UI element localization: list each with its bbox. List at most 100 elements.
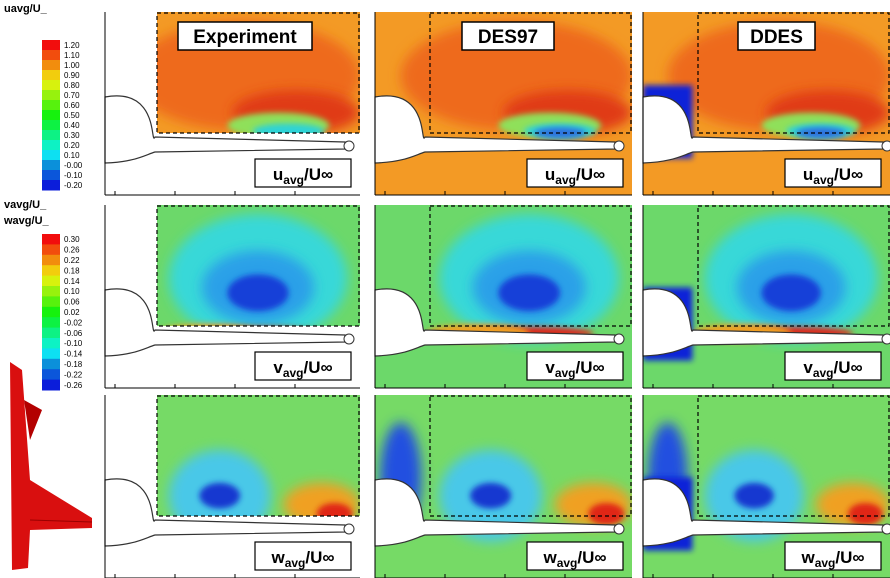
colorbar-tick-label: 0.26	[64, 246, 80, 255]
sting-tip	[614, 524, 624, 534]
label-suffix: /U∞	[304, 358, 333, 377]
colorbar-tick-label: 0.10	[64, 287, 80, 296]
colorbar-tick-label: 0.02	[64, 308, 80, 317]
colorbar-tick-label: 0.18	[64, 266, 80, 275]
colorbar-tick-label: 0.06	[64, 298, 80, 307]
label-subscript: avg	[557, 556, 578, 570]
colorbar-swatch	[42, 369, 60, 380]
label-suffix: /U∞	[576, 165, 605, 184]
colorbar-swatch	[42, 286, 60, 297]
colorbar-tick-label: -0.18	[64, 360, 83, 369]
colorbar-swatch	[42, 160, 60, 171]
label-symbol: u	[545, 165, 555, 184]
sting-tip	[344, 141, 354, 151]
column-title: Experiment	[193, 27, 297, 48]
colorbar-swatch	[42, 307, 60, 318]
colorbar-tick-label: -0.22	[64, 370, 83, 379]
colorbar-swatch	[42, 255, 60, 266]
colorbar-tick-label: 0.40	[64, 121, 80, 130]
colorbar-tick-label: -0.10	[64, 339, 83, 348]
colorbar-swatch	[42, 380, 60, 391]
contour-panel: wavg/U∞	[375, 395, 632, 578]
label-suffix: /U∞	[304, 165, 333, 184]
contour-blob	[762, 275, 821, 312]
label-subscript: avg	[555, 366, 576, 380]
colorbar-tick-label: 1.10	[64, 51, 80, 60]
variable-label: uavg/U∞	[273, 165, 333, 187]
label-subscript: avg	[283, 173, 304, 187]
colorbar-tick-label: 0.10	[64, 151, 80, 160]
colorbar-tick-label: -0.20	[64, 181, 83, 190]
colorbar-swatch	[42, 234, 60, 245]
colorbar-tick-label: -0.14	[64, 350, 83, 359]
colorbar-title: wavg/U_	[3, 215, 50, 227]
label-subscript: avg	[813, 173, 834, 187]
colorbar-swatch	[42, 244, 60, 255]
contour-blob	[470, 483, 511, 509]
colorbar-tick-label: 0.30	[64, 235, 80, 244]
contour-blob	[253, 124, 324, 139]
colorbar-tick-label: -0.00	[64, 161, 83, 170]
colorbar-swatch	[42, 276, 60, 287]
label-symbol: w	[270, 548, 285, 567]
contour-panel: vavg/U∞	[643, 205, 890, 388]
label-subscript: avg	[813, 366, 834, 380]
sting-tip	[344, 334, 354, 344]
colorbar-swatch	[42, 50, 60, 61]
sting-tip	[344, 524, 354, 534]
colorbar-swatch	[42, 60, 60, 71]
colorbar-swatch	[42, 265, 60, 276]
contour-blob	[734, 483, 774, 509]
colorbar-tick-label: -0.10	[64, 171, 83, 180]
colorbar-swatch	[42, 80, 60, 91]
contour-panel: wavg/U∞	[105, 395, 360, 578]
contour-panel: vavg/U∞	[375, 205, 632, 388]
colorbar-swatch	[42, 180, 60, 191]
aircraft-model	[10, 362, 92, 570]
colorbar-swatch	[42, 90, 60, 101]
contour-blob	[848, 503, 883, 525]
variable-label: vavg/U∞	[803, 358, 862, 380]
label-suffix: /U∞	[835, 548, 864, 567]
contour-field	[157, 395, 360, 541]
column-title: DES97	[478, 27, 538, 48]
colorbar-tick-label: 0.50	[64, 111, 80, 120]
variable-label: uavg/U∞	[803, 165, 863, 187]
colorbar-tick-label: 1.00	[64, 61, 80, 70]
colorbar-swatch	[42, 359, 60, 370]
colorbar-swatch	[42, 120, 60, 131]
label-suffix: /U∞	[834, 358, 863, 377]
label-suffix: /U∞	[576, 358, 605, 377]
colorbar-tick-label: 0.90	[64, 71, 80, 80]
label-symbol: w	[542, 548, 557, 567]
label-suffix: /U∞	[834, 165, 863, 184]
contour-blob	[588, 503, 624, 525]
sting-tip	[614, 141, 624, 151]
label-symbol: u	[273, 165, 283, 184]
contour-panel: wavg/U∞	[643, 395, 890, 578]
colorbar-title: uavg/U_	[4, 3, 48, 15]
colorbar-swatch	[42, 40, 60, 51]
contour-blob	[227, 275, 288, 312]
label-suffix: /U∞	[305, 548, 334, 567]
sting-tip	[882, 141, 890, 151]
sting-tip	[882, 524, 890, 534]
contour-field	[156, 205, 360, 342]
label-subscript: avg	[555, 173, 576, 187]
colorbar-swatch	[42, 328, 60, 339]
colorbar-swatch	[42, 140, 60, 151]
colorbar-tick-label: -0.26	[64, 381, 83, 390]
figure: uavg/U_1.201.101.000.900.800.700.600.500…	[0, 0, 890, 578]
colorbar-tick-label: 0.22	[64, 256, 80, 265]
colorbar-swatch	[42, 100, 60, 111]
colorbar-swatch	[42, 130, 60, 141]
colorbar-tick-label: 0.70	[64, 91, 80, 100]
contour-blob	[317, 503, 353, 525]
colorbar-swatch	[42, 296, 60, 307]
colorbar-swatch	[42, 150, 60, 161]
colorbar-tick-label: 0.80	[64, 81, 80, 90]
colorbar-swatch	[42, 110, 60, 121]
label-suffix: /U∞	[577, 548, 606, 567]
colorbar-swatch	[42, 338, 60, 349]
